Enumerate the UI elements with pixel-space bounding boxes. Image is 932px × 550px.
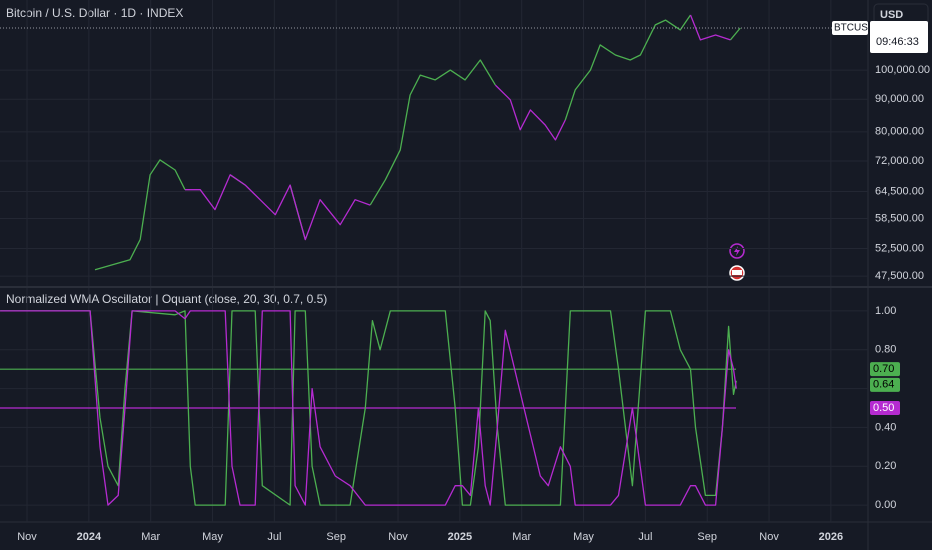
- countdown-bg: [870, 21, 928, 54]
- event-icon-glyph: [732, 270, 742, 275]
- level-label: 0.70: [873, 363, 894, 375]
- y-tick-label: 52,500.00: [875, 242, 924, 254]
- x-tick-label: Nov: [759, 531, 779, 543]
- last-value-label-bg: [870, 377, 900, 392]
- x-tick-label: Mar: [512, 531, 531, 543]
- x-tick-label: Nov: [17, 531, 37, 543]
- x-tick-label: 2026: [819, 531, 843, 543]
- countdown: 09:46:33: [876, 36, 919, 48]
- x-tick-label: 2024: [77, 531, 102, 543]
- series-line: [185, 14, 731, 241]
- x-tick-label: Jul: [638, 531, 652, 543]
- chart-title: Bitcoin / U.S. Dollar · 1D · INDEX: [6, 6, 183, 20]
- currency-label: USD: [880, 9, 903, 21]
- level-label-bg: [870, 401, 900, 416]
- y-tick-label: 64,500.00: [875, 185, 924, 197]
- y-tick-label: 47,500.00: [875, 270, 924, 282]
- x-tick-label: May: [573, 531, 594, 543]
- level-label: 0.50: [873, 402, 894, 414]
- y-tick-label: 100,000.00: [875, 64, 930, 76]
- series-line: [0, 310, 737, 506]
- x-tick-label: Nov: [388, 531, 408, 543]
- y-tick-label: 0.00: [875, 499, 896, 511]
- x-tick-label: Jul: [267, 531, 281, 543]
- y-tick-label: 0.80: [875, 344, 896, 356]
- event-icon-glyph: [734, 246, 740, 256]
- series-line: [0, 310, 737, 506]
- level-label-bg: [870, 362, 900, 377]
- x-tick-label: Sep: [326, 531, 346, 543]
- indicator-title: Normalized WMA Oscillator | Oquant (clos…: [6, 292, 327, 306]
- y-tick-label: 80,000.00: [875, 126, 924, 138]
- last-value-label: 0.64: [873, 379, 894, 391]
- x-tick-label: Mar: [141, 531, 160, 543]
- symbol-tag: BTCUSD: [834, 23, 875, 34]
- y-tick-label: 0.20: [875, 460, 896, 472]
- y-tick-label: 1.00: [875, 305, 896, 317]
- y-tick-label: 90,000.00: [875, 93, 924, 105]
- x-tick-label: 2025: [448, 531, 472, 543]
- x-tick-label: Sep: [697, 531, 717, 543]
- y-tick-label: 58,500.00: [875, 212, 924, 224]
- y-tick-label: 72,000.00: [875, 155, 924, 167]
- y-tick-label: 0.40: [875, 421, 896, 433]
- symbol-tag-bg: [832, 21, 868, 36]
- x-tick-label: May: [202, 531, 223, 543]
